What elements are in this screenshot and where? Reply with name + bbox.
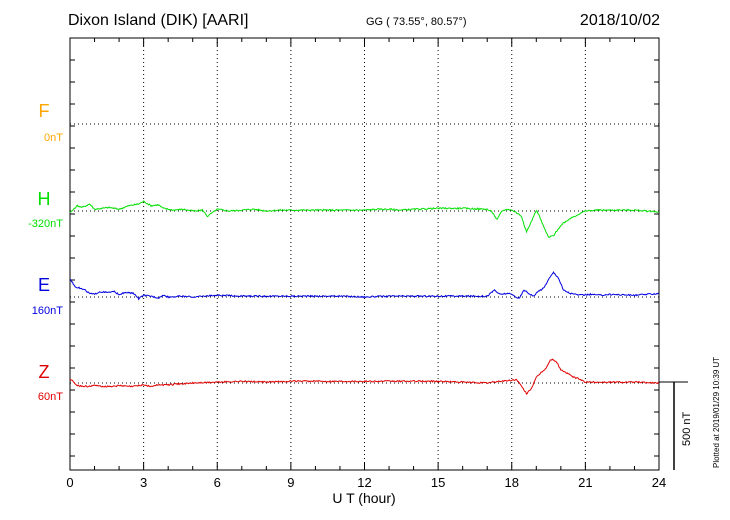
- series-label-z: Z: [39, 362, 50, 382]
- chart-title: Dixon Island (DIK) [AARI]: [68, 12, 249, 29]
- series-baseline-e: 160nT: [32, 305, 63, 317]
- plotted-timestamp: Plotted at 2019/01/29 10:39 UT: [712, 356, 721, 468]
- series-line-h: [69, 200, 660, 238]
- scale-bar: [659, 381, 688, 470]
- chart-date: 2018/10/02: [579, 12, 660, 29]
- series-label-h: H: [38, 189, 51, 209]
- series-baseline-f: 0nT: [44, 132, 63, 144]
- scale-bar-label: 500 nT: [681, 411, 693, 446]
- x-tick-label: 6: [214, 475, 221, 490]
- x-tick-label: 24: [652, 475, 666, 490]
- x-tick-label: 12: [357, 475, 371, 490]
- series-label-e: E: [38, 275, 50, 295]
- x-tick-label: 21: [578, 475, 592, 490]
- series-baseline-h: -320nT: [28, 218, 63, 230]
- series-baseline-z: 60nT: [38, 391, 63, 403]
- station-coordinates: GG ( 73.55°, 80.57°): [366, 16, 467, 28]
- x-tick-label: 3: [140, 475, 147, 490]
- x-tick-label: 15: [431, 475, 445, 490]
- grid-lines: [70, 38, 659, 470]
- x-axis-label: U T (hour): [332, 490, 395, 506]
- series-lines: [69, 200, 660, 395]
- series-line-e: [69, 271, 660, 301]
- x-tick-labels: 0 3 6 9 12 15 18 21 24: [66, 475, 666, 490]
- series-label-f: F: [39, 101, 50, 121]
- series-labels: F 0nT H -320nT E 160nT Z 60nT: [28, 101, 63, 403]
- series-line-z: [69, 358, 660, 395]
- x-tick-label: 18: [505, 475, 519, 490]
- x-tick-label: 0: [66, 475, 73, 490]
- x-tick-label: 9: [287, 475, 294, 490]
